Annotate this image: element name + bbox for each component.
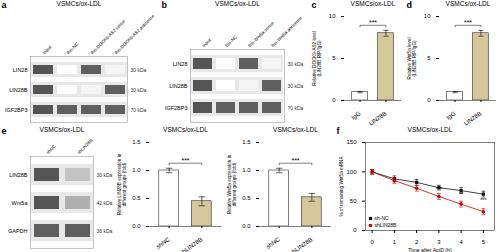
svg-text:e: e (2, 126, 7, 136)
svg-text:0: 0 (332, 97, 336, 103)
svg-text:70 kDa: 70 kDa (288, 105, 304, 111)
svg-text:4: 4 (459, 239, 463, 245)
svg-text:150: 150 (346, 139, 357, 145)
svg-text:LIN28: LIN28 (13, 67, 28, 73)
svg-text:f: f (337, 126, 341, 136)
svg-text:0: 0 (353, 227, 357, 233)
svg-text:50: 50 (350, 198, 357, 204)
svg-text:***: *** (464, 19, 472, 26)
svg-text:42 kDa: 42 kDa (97, 200, 113, 206)
svg-text:Bio-DOCK9-AS2 sense: Bio-DOCK9-AS2 sense (89, 18, 127, 56)
svg-text:0: 0 (427, 97, 431, 103)
svg-text:VSMCs/ox-LDL: VSMCs/ox-LDL (408, 126, 453, 133)
svg-text:shNC: shNC (45, 143, 57, 155)
svg-text:Bio-NC: Bio-NC (66, 41, 80, 55)
svg-text:0: 0 (371, 239, 375, 245)
svg-text:Bio-DOCK9-AS2 antisense: Bio-DOCK9-AS2 antisense (114, 13, 156, 55)
svg-text:VSMCs/ox-LDL: VSMCs/ox-LDL (215, 0, 260, 7)
svg-text:LIN28B: LIN28B (463, 110, 483, 126)
svg-text:3: 3 (437, 239, 441, 245)
svg-text:5: 5 (332, 55, 336, 61)
svg-text:0.5: 0.5 (242, 195, 251, 201)
svg-text:IGF2BP3: IGF2BP3 (165, 105, 188, 111)
svg-text:Relative Wnt5a expression indi: Relative Wnt5a expression indifferent gr… (227, 154, 237, 214)
svg-text:30 kDa: 30 kDa (288, 83, 304, 89)
svg-text:30 kDa: 30 kDa (97, 172, 113, 178)
svg-text:5: 5 (482, 239, 486, 245)
svg-text:LIN28: LIN28 (173, 61, 188, 67)
svg-text:Input: Input (42, 44, 53, 55)
svg-text:% of remaining Wnt5a mRNA: % of remaining Wnt5a mRNA (339, 156, 344, 217)
svg-text:VSMCs/ox-LDL: VSMCs/ox-LDL (273, 126, 318, 133)
svg-text:0.0: 0.0 (242, 223, 251, 229)
svg-text:30 kDa: 30 kDa (131, 87, 147, 93)
svg-text:c: c (312, 0, 317, 10)
svg-text:shNC: shNC (155, 236, 171, 250)
svg-text:LIN28B: LIN28B (169, 83, 188, 89)
svg-text:b: b (162, 0, 168, 10)
svg-text:Bio-Wnt5a sense: Bio-Wnt5a sense (247, 20, 275, 49)
svg-text:10: 10 (424, 13, 431, 19)
svg-text:shLIN28B: shLIN28B (76, 138, 94, 156)
svg-text:VSMCs/ox-LDL: VSMCs/ox-LDL (40, 126, 85, 133)
svg-text:1.0: 1.0 (242, 167, 251, 173)
svg-text:Time after ActD (h): Time after ActD (h) (408, 247, 452, 252)
svg-text:shLIN28B: shLIN28B (289, 236, 314, 252)
svg-text:VSMCs/ox-LDL: VSMCs/ox-LDL (57, 0, 102, 7)
svg-text:***: *** (369, 19, 377, 26)
svg-text:***: *** (291, 157, 299, 164)
svg-text:shNC: shNC (265, 236, 281, 250)
svg-text:1.5: 1.5 (242, 139, 251, 145)
svg-text:VSMCs/ox-LDL: VSMCs/ox-LDL (446, 0, 491, 7)
svg-text:36 kDa: 36 kDa (97, 228, 113, 234)
svg-text:GAPDH: GAPDH (8, 228, 28, 234)
svg-text:**: ** (459, 191, 464, 197)
svg-text:30 kDa: 30 kDa (131, 67, 147, 73)
svg-text:VSMCs/ox-LDL: VSMCs/ox-LDL (163, 126, 208, 133)
svg-text:1.5: 1.5 (132, 139, 141, 145)
svg-text:0.5: 0.5 (132, 195, 141, 201)
svg-text:***: *** (480, 197, 487, 203)
svg-text:a: a (2, 0, 8, 10)
svg-text:Input: Input (201, 37, 212, 48)
svg-text:2: 2 (415, 239, 419, 245)
svg-text:IgG: IgG (350, 110, 362, 121)
svg-text:Wnt5a: Wnt5a (12, 200, 29, 206)
svg-text:0.0: 0.0 (132, 223, 141, 229)
svg-text:LIN28B: LIN28B (9, 87, 28, 93)
svg-text:Relative Wnt5a level(LIN28B RI: Relative Wnt5a level(LIN28B RIP/IgG) (407, 38, 417, 80)
svg-text:shLIN28B: shLIN28B (375, 222, 398, 228)
svg-text:***: *** (436, 186, 443, 192)
svg-text:LIN28B: LIN28B (368, 110, 388, 126)
svg-text:1.0: 1.0 (132, 167, 141, 173)
svg-text:Relative LIN28B expression ind: Relative LIN28B expression indifferent g… (117, 153, 127, 215)
svg-text:shLIN28B: shLIN28B (179, 236, 204, 252)
svg-text:1: 1 (393, 239, 397, 245)
svg-text:IgG: IgG (445, 110, 457, 121)
svg-text:10: 10 (329, 13, 336, 19)
svg-text:70 kDa: 70 kDa (131, 107, 147, 113)
svg-text:sh-NC: sh-NC (375, 215, 390, 221)
svg-text:5: 5 (427, 55, 431, 61)
svg-text:Bio-NC: Bio-NC (224, 34, 238, 48)
svg-text:Relative DOCK9-AS2 level(LIN28: Relative DOCK9-AS2 level(LIN28B RIP/IgG) (312, 31, 322, 86)
svg-text:LIN28B: LIN28B (9, 172, 28, 178)
svg-text:VSMCs/ox-LDL: VSMCs/ox-LDL (351, 0, 396, 7)
svg-text:100: 100 (346, 169, 357, 175)
svg-text:IGF2BP3: IGF2BP3 (5, 107, 28, 113)
svg-text:30 kDa: 30 kDa (288, 61, 304, 67)
svg-text:Bio-Wnt5a antisense: Bio-Wnt5a antisense (270, 15, 303, 48)
svg-text:***: *** (181, 157, 189, 164)
svg-text:d: d (407, 0, 413, 10)
